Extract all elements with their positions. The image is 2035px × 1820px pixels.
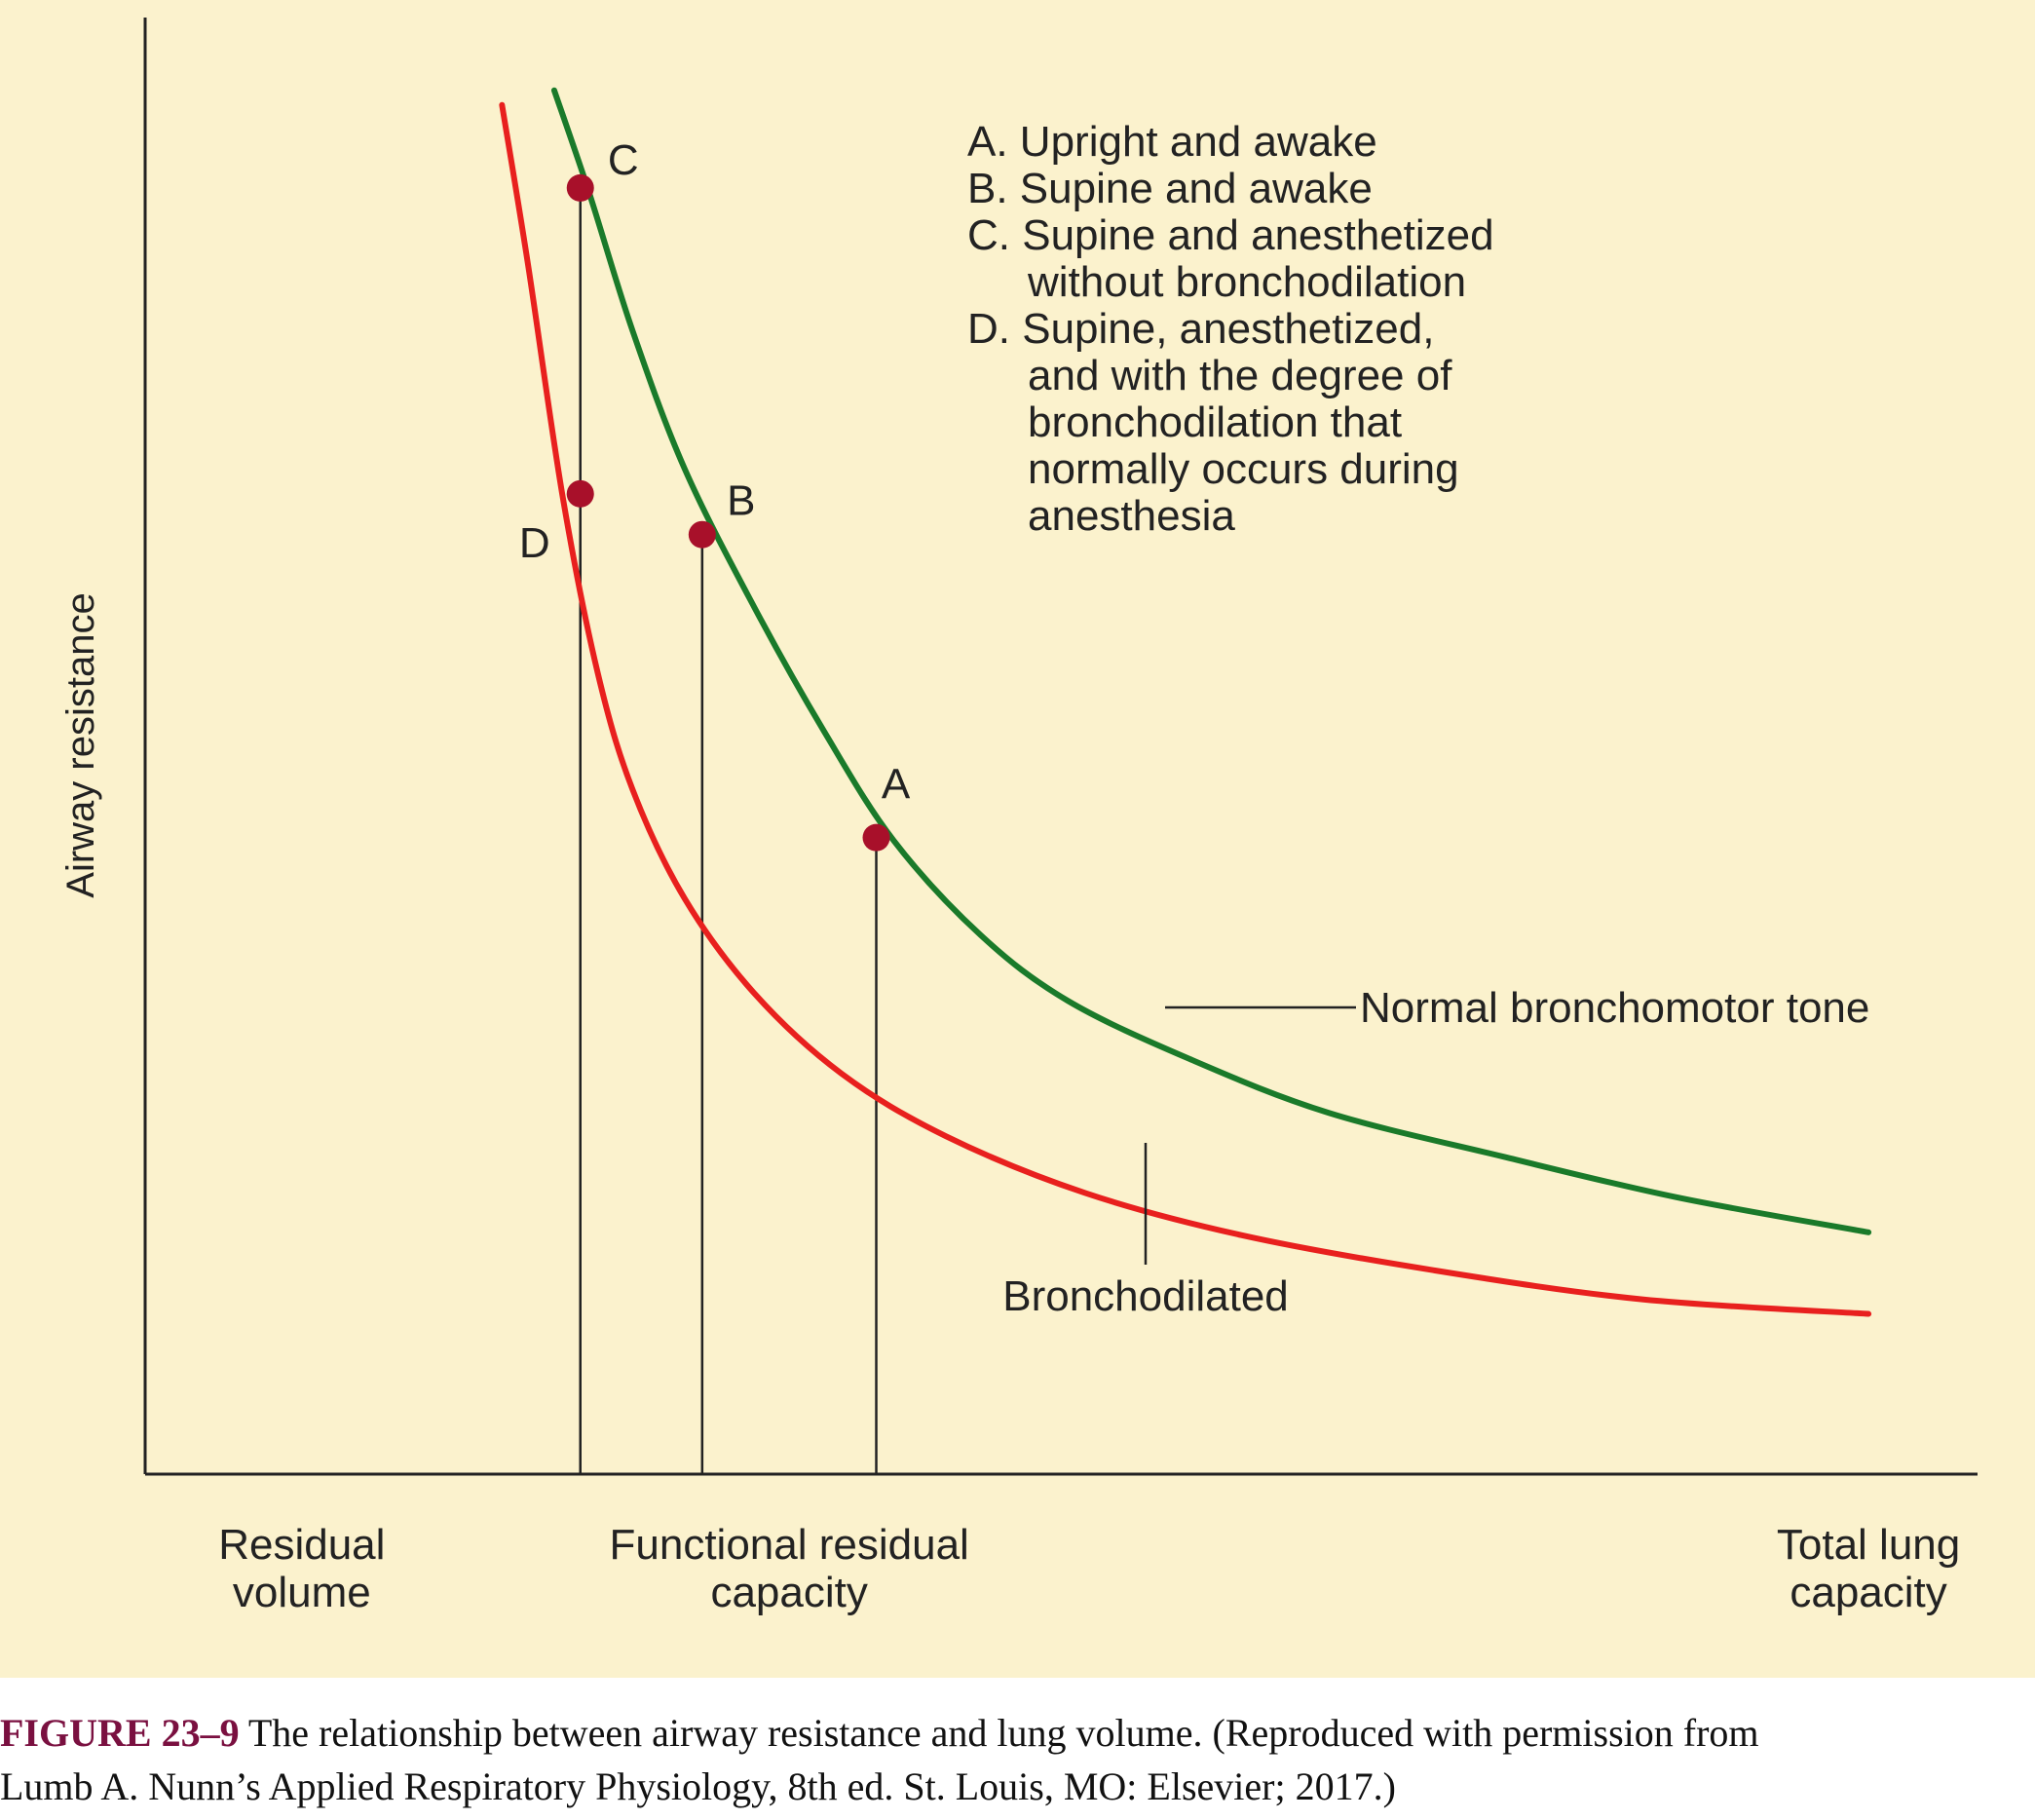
point-label-c: C	[608, 136, 639, 184]
normal-tone-label: Normal bronchomotor tone	[1360, 984, 1869, 1032]
x-tick-label-2-line-0: Total lung	[1777, 1521, 1960, 1569]
legend-note-c-cont: without bronchodilation	[1027, 258, 1466, 306]
bronchodilated-curve	[499, 101, 1872, 1317]
x-tick-label-0-line-0: Residual	[218, 1521, 385, 1569]
legend-note-b: B. Supine and awake	[967, 165, 1373, 212]
point-c	[566, 173, 594, 202]
point-label-a: A	[882, 761, 911, 809]
point-label-b: B	[727, 477, 755, 525]
x-tick-label-2: Total lung capacity	[1777, 1521, 1960, 1616]
x-tick-label-1: Functional residual capacity	[610, 1521, 969, 1616]
legend-note-c: C. Supine and anesthetized	[967, 211, 1494, 259]
figure-caption: FIGURE 23–9 The relationship between air…	[0, 1706, 2031, 1813]
legend-note-d: D. Supine, anesthetized,	[967, 305, 1434, 353]
legend-note-d-cont3: normally occurs during	[1028, 445, 1459, 493]
x-tick-label-1-line-1: capacity	[710, 1569, 867, 1616]
bronchodilated-label: Bronchodilated	[1002, 1272, 1289, 1320]
x-tick-label-1-line-0: Functional residual	[610, 1521, 969, 1569]
point-a	[862, 823, 890, 852]
x-tick-label-0-line-1: volume	[233, 1569, 371, 1616]
caption-line-2: Lumb A. Nunn’s Applied Respiratory Physi…	[0, 1764, 1396, 1808]
legend-note-d-cont1: and with the degree of	[1028, 352, 1452, 399]
legend-note-a: A. Upright and awake	[967, 118, 1377, 166]
point-d	[566, 479, 594, 508]
drop-lines	[579, 187, 878, 1474]
legend-note-d-cont4: anesthesia	[1028, 492, 1235, 540]
point-b	[688, 520, 716, 549]
caption-text-1: The relationship between airway resistan…	[239, 1711, 1759, 1755]
point-label-d: D	[519, 519, 550, 567]
y-axis-label: Airway resistance	[59, 592, 102, 897]
x-tick-label-0: Residual volume	[218, 1521, 385, 1616]
x-tick-label-2-line-1: capacity	[1790, 1569, 1946, 1616]
caption-line-1: FIGURE 23–9 The relationship between air…	[0, 1706, 2031, 1760]
figure-label: FIGURE 23–9	[0, 1711, 240, 1755]
chart-background	[0, 0, 2035, 1678]
points-layer: A B C D	[519, 136, 911, 852]
normal-bronchomotor-tone-curve	[550, 87, 1872, 1235]
legend-note-d-cont2: bronchodilation that	[1028, 398, 1402, 446]
series-layer	[499, 87, 1872, 1317]
legend-notes: A. Upright and awake B. Supine and awake…	[967, 118, 1494, 540]
